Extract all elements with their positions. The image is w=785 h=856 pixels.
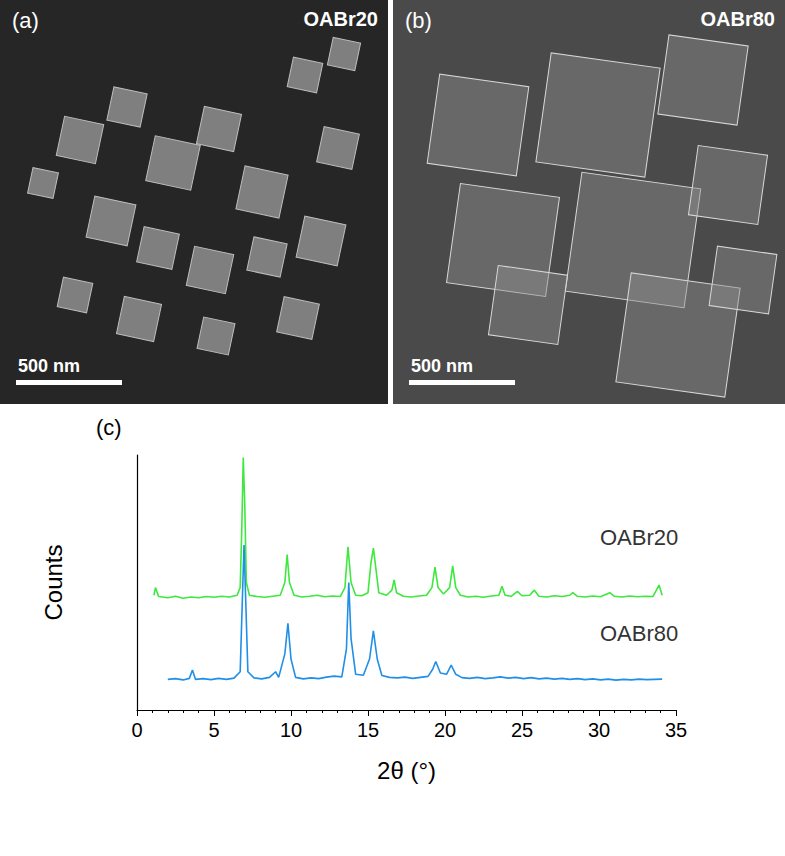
svg-text:15: 15	[357, 719, 379, 741]
html-text:500 nm: 500 nm	[18, 356, 80, 376]
html-text:OABr20: OABr20	[303, 8, 378, 30]
html-text:OABr80: OABr80	[700, 8, 775, 30]
svg-text:25: 25	[511, 719, 533, 741]
svg-text:30: 30	[588, 719, 610, 741]
svg-text:Counts: Counts	[40, 544, 67, 620]
svg-text:20: 20	[434, 719, 456, 741]
svg-text:0: 0	[131, 719, 142, 741]
svg-text:OABr20: OABr20	[600, 525, 678, 550]
svg-text:35: 35	[665, 719, 687, 741]
svg-text:(c): (c)	[96, 415, 122, 440]
html-text:(a): (a)	[12, 8, 39, 33]
svg-text:OABr80: OABr80	[600, 621, 678, 646]
svg-text:2θ (°): 2θ (°)	[377, 757, 436, 784]
html-text:(b): (b)	[405, 8, 432, 33]
html-text:500 nm: 500 nm	[411, 356, 473, 376]
svg-text:10: 10	[280, 719, 302, 741]
svg-text:5: 5	[208, 719, 219, 741]
